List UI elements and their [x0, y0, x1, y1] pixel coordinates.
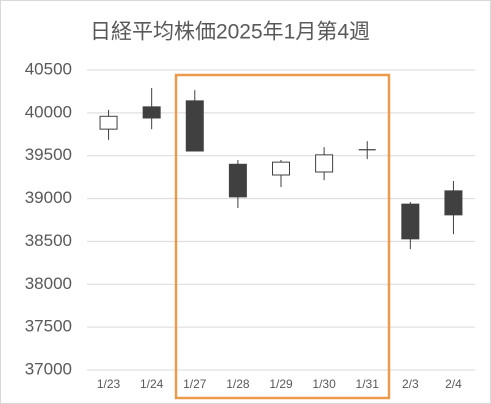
x-tick-label: 1/23 — [97, 377, 121, 391]
x-tick-label: 2/4 — [445, 377, 462, 391]
candle-body — [185, 100, 204, 152]
candle-body — [142, 106, 161, 119]
y-tick-label: 38500 — [25, 231, 72, 250]
y-tick-label: 40000 — [25, 102, 72, 121]
x-tick-label: 1/24 — [140, 377, 164, 391]
y-tick-label: 39000 — [25, 188, 72, 207]
y-tick-label: 37500 — [25, 317, 72, 336]
y-tick-label: 38000 — [25, 274, 72, 293]
chart-title: 日経平均株価2025年1月第4週 — [90, 21, 370, 44]
x-tick-label: 1/28 — [226, 377, 250, 391]
candle-body — [315, 154, 334, 173]
x-tick-label: 2/3 — [402, 377, 419, 391]
y-tick-label: 37000 — [25, 359, 72, 378]
x-tick-label: 1/30 — [312, 377, 336, 391]
plot-area: 37000 37500 38000 38500 39000 39500 40000 40500… — [25, 59, 475, 391]
candle-body — [444, 190, 463, 216]
y-tick-label: 39500 — [25, 145, 72, 164]
candle-body — [99, 115, 118, 130]
x-tick-label: 1/27 — [183, 377, 207, 391]
candle-body — [401, 203, 420, 240]
candle-body — [228, 163, 247, 198]
candle-body — [272, 161, 290, 176]
highlight-box — [174, 73, 391, 400]
x-tick-label: 1/31 — [356, 377, 380, 391]
y-tick-label: 40500 — [25, 59, 72, 78]
x-tick-label: 1/29 — [269, 377, 293, 391]
